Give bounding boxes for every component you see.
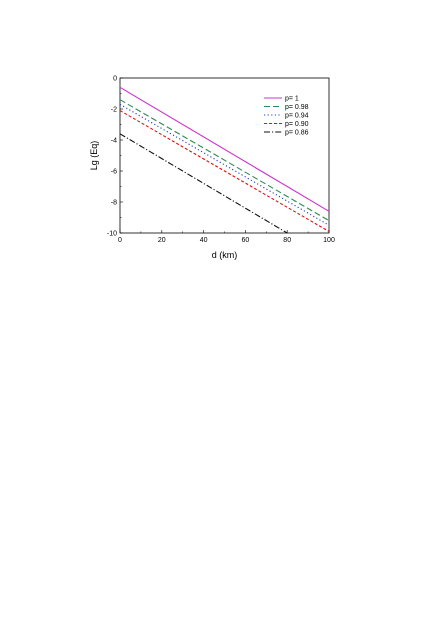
legend-label: p= 0.94 (285, 113, 309, 120)
y-axis-title: Lg (Eq) (89, 141, 99, 171)
x-tick-label: 100 (323, 237, 335, 244)
series-line-4 (119, 133, 288, 234)
x-tick-label: 0 (118, 237, 122, 244)
y-tick-label: -6 (111, 169, 117, 176)
y-tick-label: -2 (111, 107, 117, 114)
series-line-2 (119, 103, 330, 226)
series-layer (119, 86, 330, 234)
legend-label: p= 0.90 (285, 121, 309, 128)
y-tick-label: -10 (107, 231, 117, 238)
x-axis-title: d (km) (212, 250, 238, 260)
series-line-3 (119, 110, 330, 232)
y-tick-label: 0 (113, 76, 117, 83)
x-axis: 0 20 40 60 80 100 (118, 230, 335, 244)
series-line-0 (119, 86, 330, 212)
legend-label: p= 1 (285, 96, 299, 103)
y-tick-label: -4 (111, 138, 117, 145)
y-axis: 0 -2 -4 -6 -8 -10 (107, 76, 123, 238)
series-line-1 (119, 99, 330, 222)
x-tick-label: 60 (242, 237, 250, 244)
legend-label: p= 0.86 (285, 130, 309, 137)
x-tick-label: 40 (200, 237, 208, 244)
x-tick-label: 20 (158, 237, 166, 244)
y-tick-label: -8 (111, 200, 117, 207)
x-tick-label: 80 (283, 237, 291, 244)
legend-label: p= 0.98 (285, 104, 309, 111)
legend: p= 1p= 0.98 p= 0.94p= 0.90 p= 0.86 (264, 96, 309, 137)
